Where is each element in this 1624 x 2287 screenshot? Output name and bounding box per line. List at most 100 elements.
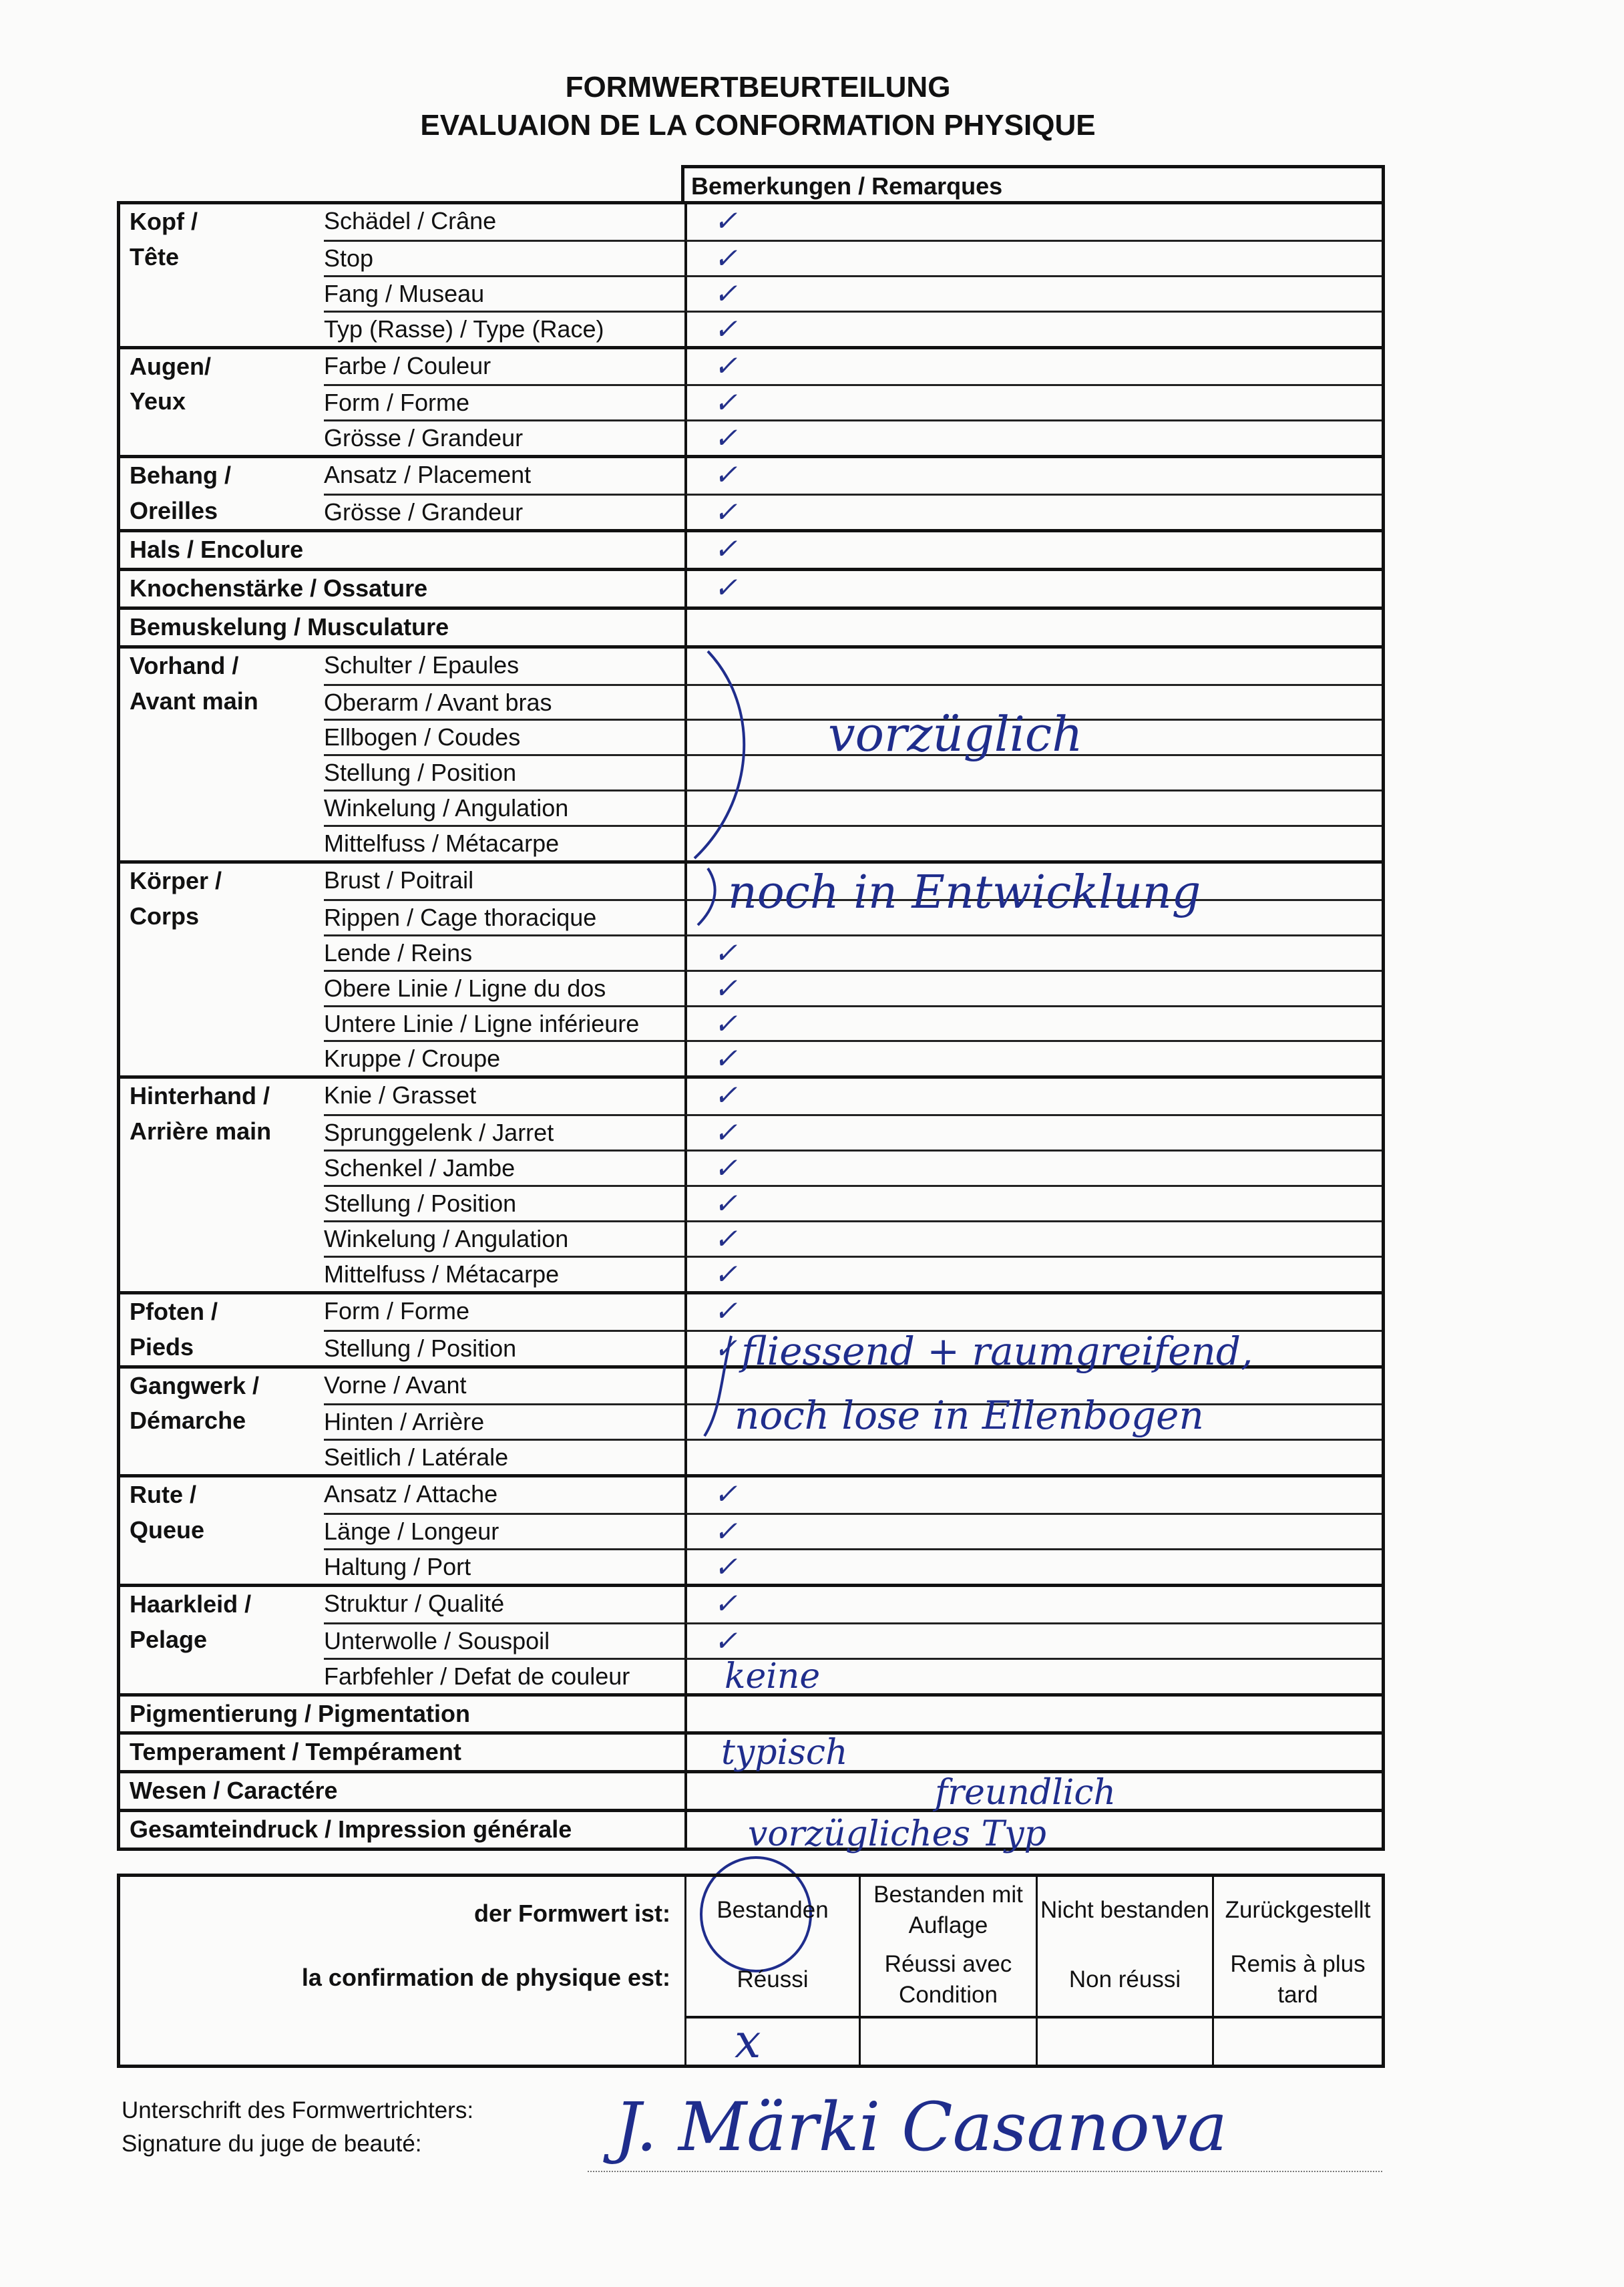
remark-cell[interactable]: ✓ bbox=[684, 204, 1382, 240]
result-option[interactable]: Bestanden mit Auflage Réussi avec Conditi… bbox=[859, 1877, 1036, 2016]
criterion-label: Ansatz / Placement bbox=[324, 461, 532, 489]
remark-cell[interactable] bbox=[684, 789, 1382, 826]
remark-cell[interactable]: ✓ bbox=[684, 419, 1382, 456]
table-row: Pigmentierung / Pigmentation bbox=[120, 1696, 1382, 1732]
check-icon: ✓ bbox=[714, 458, 738, 492]
criterion-cell: Brust / Poitrail bbox=[324, 864, 1382, 899]
remark-cell[interactable]: ✓ bbox=[684, 1622, 1382, 1658]
remark-cell[interactable] bbox=[684, 683, 1382, 719]
remark-cell[interactable] bbox=[684, 1735, 1382, 1771]
table-row: Untere Linie / Ligne inférieure ✓ bbox=[120, 1005, 1382, 1041]
remark-cell[interactable] bbox=[684, 1368, 1382, 1404]
remark-cell[interactable]: ✓ bbox=[684, 349, 1382, 385]
remark-cell[interactable]: ✓ bbox=[684, 1548, 1382, 1584]
remark-cell[interactable]: ✓ bbox=[684, 1513, 1382, 1548]
gangwerk-bracket bbox=[703, 1335, 733, 1437]
check-icon: ✓ bbox=[714, 421, 738, 455]
check-icon: ✓ bbox=[714, 1257, 738, 1290]
criterion-label: Unterwolle / Souspoil bbox=[324, 1626, 550, 1654]
remark-cell[interactable]: ✓ bbox=[684, 1005, 1382, 1041]
remark-cell[interactable]: ✓ bbox=[684, 494, 1382, 530]
result-mark-cell[interactable] bbox=[859, 2016, 1036, 2068]
remark-cell[interactable]: ✓ bbox=[684, 1586, 1382, 1622]
table-row: Obere Linie / Ligne du dos ✓ bbox=[120, 969, 1382, 1005]
remark-cell[interactable]: ✓ bbox=[684, 384, 1382, 420]
check-icon: ✓ bbox=[714, 1152, 738, 1185]
remark-cell[interactable] bbox=[684, 1773, 1382, 1809]
hw-wesen: freundlich bbox=[935, 1773, 1116, 1813]
option-label-de: Nicht bestanden bbox=[1040, 1897, 1209, 1923]
criterion-cell: Ansatz / Placement bbox=[324, 458, 1382, 494]
criterion-label: Schenkel / Jambe bbox=[324, 1154, 516, 1182]
remark-cell[interactable]: ✓ bbox=[684, 1255, 1382, 1291]
result-mark-cell[interactable] bbox=[684, 2016, 859, 2068]
remark-cell[interactable] bbox=[684, 1812, 1382, 1848]
hw-temperament: typisch bbox=[721, 1733, 848, 1773]
group-11: Rute / Ansatz / Attache ✓ Queue Länge / Long… bbox=[120, 1474, 1382, 1584]
remark-cell[interactable]: ✓ bbox=[684, 1220, 1382, 1256]
remark-cell[interactable]: ✓ bbox=[684, 1040, 1382, 1076]
remark-cell[interactable]: ✓ bbox=[684, 1185, 1382, 1220]
group-label: Gesamteindruck / Impression générale bbox=[130, 1815, 572, 1843]
result-option[interactable]: Nicht bestanden Non réussi bbox=[1036, 1877, 1212, 2016]
criterion-label: Mittelfuss / Métacarpe bbox=[324, 1260, 560, 1288]
remark-cell[interactable]: ✓ bbox=[684, 1294, 1382, 1330]
result-option[interactable]: Zurückgestellt Remis à plus tard bbox=[1212, 1877, 1382, 2016]
table-row: Winkelung / Angulation bbox=[120, 789, 1382, 826]
remark-cell[interactable]: ✓ bbox=[684, 458, 1382, 494]
remark-cell[interactable] bbox=[684, 1439, 1382, 1475]
group-15: Wesen / Caractére bbox=[120, 1770, 1382, 1809]
group-label: Yeux bbox=[130, 387, 186, 415]
remark-cell[interactable] bbox=[684, 825, 1382, 861]
remark-cell[interactable]: ✓ bbox=[684, 1150, 1382, 1186]
group-label: Augen/ bbox=[130, 352, 211, 380]
group-label: Haarkleid / bbox=[130, 1590, 252, 1618]
table-row: Lende / Reins ✓ bbox=[120, 934, 1382, 970]
result-mark-cell[interactable] bbox=[1212, 2016, 1382, 2068]
remark-cell[interactable]: ✓ bbox=[684, 1079, 1382, 1115]
option-label-fr: Non réussi bbox=[1068, 1966, 1181, 1992]
result-mark-cell[interactable] bbox=[1036, 2016, 1212, 2068]
criterion-label: Knie / Grasset bbox=[324, 1081, 477, 1109]
remark-cell[interactable]: ✓ bbox=[684, 1114, 1382, 1150]
group-9: Pfoten / Form / Forme ✓ Pieds Stellung / Pos… bbox=[120, 1290, 1382, 1365]
criterion-cell: Schulter / Epaules bbox=[324, 649, 1382, 684]
option-label-fr: Réussi bbox=[737, 1966, 809, 1992]
remark-cell[interactable] bbox=[684, 1403, 1382, 1439]
table-row: Grösse / Grandeur ✓ bbox=[120, 419, 1382, 456]
remark-cell[interactable]: ✓ bbox=[684, 570, 1382, 606]
table-row: Seitlich / Latérale bbox=[120, 1439, 1382, 1475]
remark-cell[interactable] bbox=[684, 754, 1382, 790]
remark-cell[interactable]: ✓ bbox=[684, 310, 1382, 346]
table-row: Mittelfuss / Métacarpe ✓ bbox=[120, 1255, 1382, 1291]
remark-cell[interactable]: ✓ bbox=[684, 239, 1382, 275]
remark-cell[interactable] bbox=[684, 609, 1382, 645]
check-icon: ✓ bbox=[714, 936, 738, 969]
title-german: FORMWERTBEURTEILUNG bbox=[565, 71, 951, 104]
check-icon: ✓ bbox=[714, 312, 738, 345]
remark-cell[interactable] bbox=[684, 864, 1382, 899]
remark-cell[interactable]: ✓ bbox=[684, 934, 1382, 970]
criterion-label: Fang / Museau bbox=[324, 279, 485, 307]
remark-cell[interactable] bbox=[684, 648, 1382, 684]
remark-cell[interactable] bbox=[684, 719, 1382, 755]
criterion-cell: Ansatz / Attache bbox=[324, 1477, 1382, 1513]
table-row: Schenkel / Jambe ✓ bbox=[120, 1150, 1382, 1186]
criterion-label: Untere Linie / Ligne inférieure bbox=[324, 1009, 640, 1037]
criterion-label: Typ (Rasse) / Type (Race) bbox=[324, 315, 604, 343]
remark-cell[interactable]: ✓ bbox=[684, 1329, 1382, 1365]
remark-cell[interactable] bbox=[684, 1696, 1382, 1732]
remark-cell[interactable]: ✓ bbox=[684, 532, 1382, 568]
remark-cell[interactable]: ✓ bbox=[684, 969, 1382, 1005]
remark-cell[interactable] bbox=[684, 1657, 1382, 1693]
option-label-fr: Remis à plus tard bbox=[1230, 1951, 1366, 2008]
remark-cell[interactable]: ✓ bbox=[684, 275, 1382, 311]
remark-cell[interactable] bbox=[684, 898, 1382, 934]
check-icon: ✓ bbox=[714, 1187, 738, 1220]
result-option[interactable]: Bestanden Réussi bbox=[684, 1877, 859, 2016]
table-row: Pfoten / Form / Forme ✓ bbox=[120, 1294, 1382, 1330]
signature-label-fr: Signature du juge de beauté: bbox=[122, 2131, 422, 2157]
table-row: Mittelfuss / Métacarpe bbox=[120, 825, 1382, 861]
group-label: Tête bbox=[130, 242, 180, 271]
remark-cell[interactable]: ✓ bbox=[684, 1477, 1382, 1514]
